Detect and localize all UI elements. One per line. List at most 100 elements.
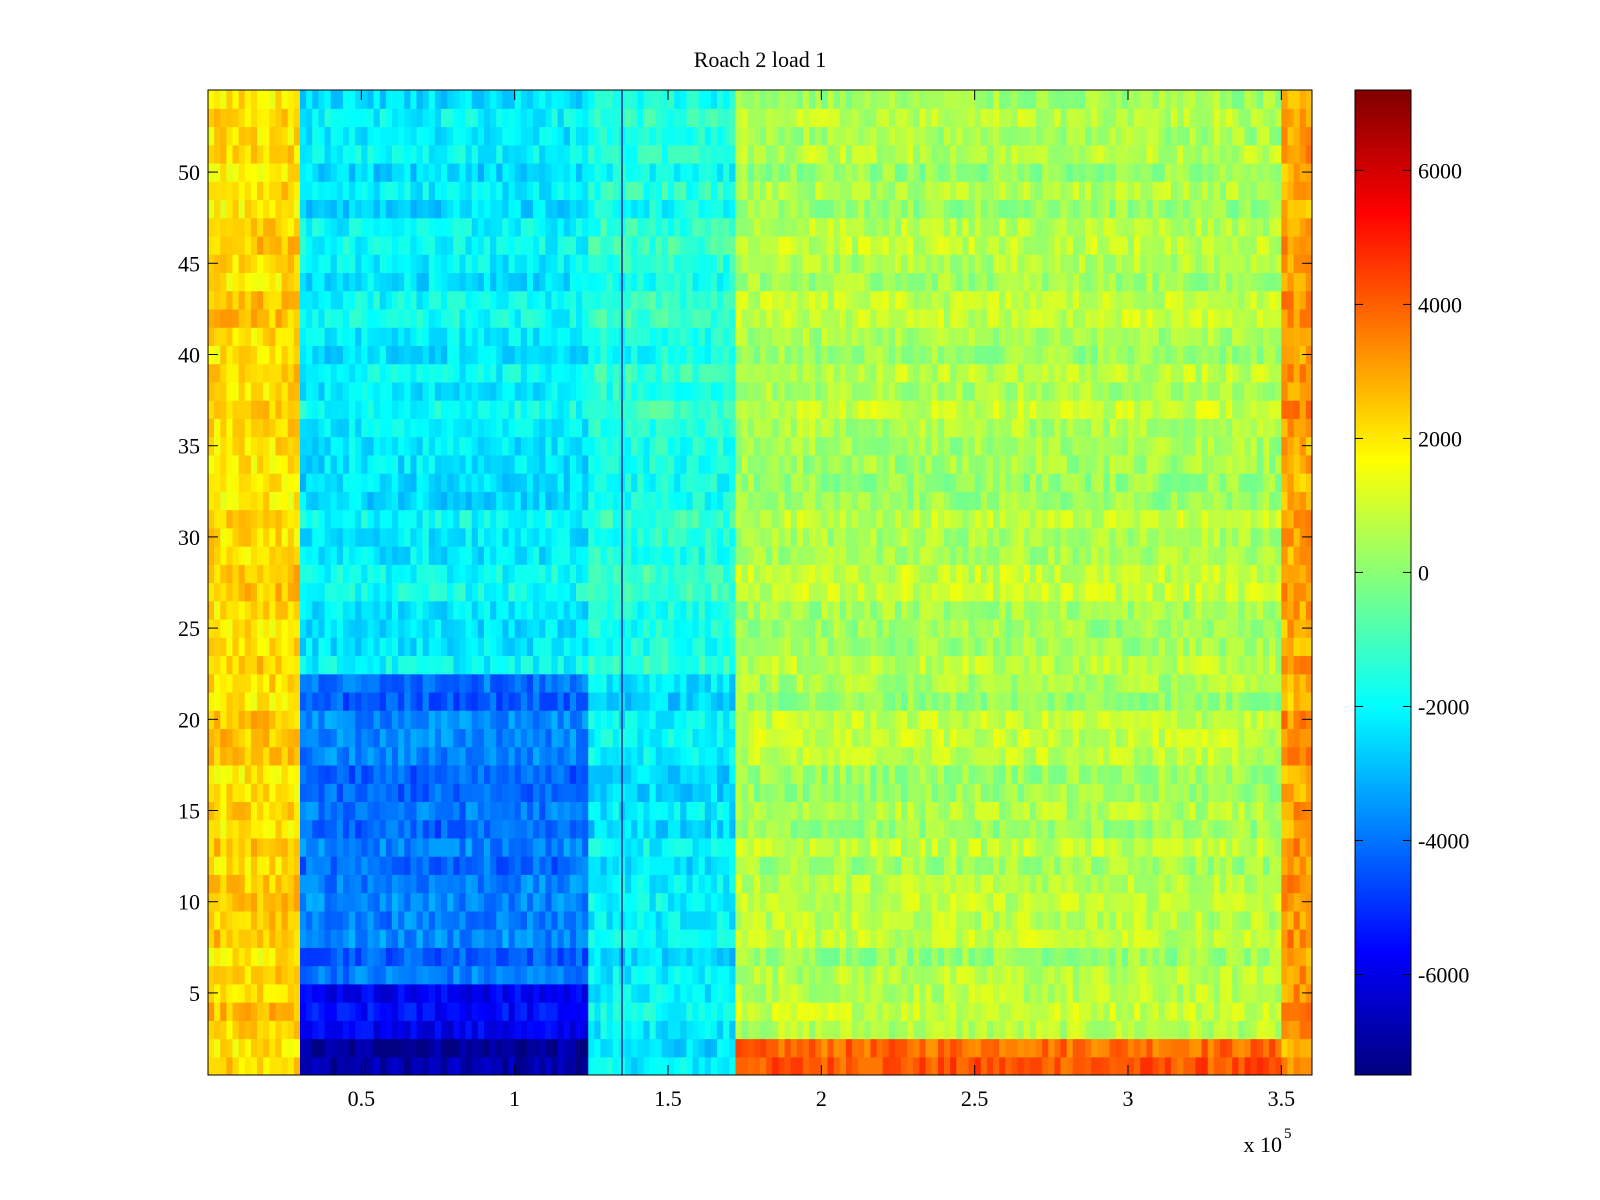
heatmap-cell — [563, 874, 571, 894]
heatmap-cell — [318, 710, 326, 730]
heatmap-cell — [796, 1002, 804, 1021]
heatmap-cell — [974, 582, 982, 602]
heatmap-cell — [1287, 819, 1295, 839]
heatmap-cell — [796, 746, 804, 766]
heatmap-cell — [287, 564, 295, 584]
heatmap-cell — [870, 600, 878, 620]
heatmap-cell — [974, 1056, 982, 1075]
heatmap-cell — [600, 965, 608, 985]
heatmap-cell — [612, 929, 620, 948]
heatmap-cell — [563, 673, 571, 693]
heatmap-cell — [422, 673, 430, 693]
heatmap-cell — [1269, 746, 1276, 766]
heatmap-cell — [1091, 728, 1098, 748]
heatmap-cell — [919, 874, 927, 894]
heatmap-cell — [796, 1038, 804, 1058]
heatmap-cell — [747, 1020, 755, 1040]
heatmap-cell — [1152, 856, 1160, 875]
heatmap-cell — [342, 710, 350, 730]
heatmap-cell — [275, 582, 283, 602]
heatmap-cell — [784, 892, 792, 912]
heatmap-cell — [1085, 728, 1092, 748]
heatmap-cell — [839, 983, 847, 1003]
heatmap-cell — [410, 618, 418, 638]
heatmap-cell — [901, 837, 908, 857]
heatmap-cell — [1048, 910, 1055, 930]
heatmap-cell — [330, 801, 338, 821]
heatmap-cell — [1066, 929, 1074, 948]
heatmap-cell — [710, 618, 718, 638]
heatmap-cell — [741, 856, 749, 875]
heatmap-cell — [208, 637, 215, 657]
heatmap-cell — [809, 637, 816, 657]
heatmap-cell — [790, 637, 798, 657]
heatmap-cell — [582, 837, 589, 857]
heatmap-cell — [753, 837, 761, 857]
heatmap-cell — [944, 564, 951, 584]
heatmap-cell — [1238, 746, 1246, 766]
heatmap-cell — [741, 673, 749, 693]
heatmap-cell — [655, 856, 663, 875]
heatmap-cell — [612, 728, 620, 748]
heatmap-cell — [784, 837, 792, 857]
heatmap-cell — [1128, 764, 1135, 784]
heatmap-cell — [1078, 856, 1086, 875]
heatmap-cell — [901, 892, 908, 912]
heatmap-cell — [1121, 582, 1129, 602]
heatmap-cell — [852, 600, 859, 620]
heatmap-cell — [698, 618, 706, 638]
heatmap-cell — [459, 874, 467, 894]
heatmap-cell — [300, 801, 307, 821]
heatmap-cell — [582, 819, 589, 839]
heatmap-cell — [379, 983, 387, 1003]
heatmap-cell — [263, 618, 270, 638]
heatmap-cell — [355, 600, 362, 620]
heatmap-cell — [1048, 655, 1055, 675]
heatmap-cell — [232, 947, 240, 967]
heatmap-cell — [710, 783, 718, 802]
heatmap-cell — [1146, 655, 1154, 675]
heatmap-cell — [717, 819, 724, 839]
heatmap-cell — [355, 691, 362, 711]
heatmap-cell — [1269, 637, 1276, 657]
heatmap-cell — [208, 910, 215, 930]
heatmap-cell — [735, 965, 743, 985]
heatmap-cell — [802, 600, 810, 620]
heatmap-cell — [1207, 983, 1215, 1003]
heatmap-cell — [1109, 965, 1117, 985]
heatmap-cell — [772, 965, 779, 985]
heatmap-cell — [717, 728, 724, 748]
heatmap-cell — [962, 983, 970, 1003]
heatmap-cell — [1189, 965, 1197, 985]
heatmap-cell — [894, 910, 902, 930]
heatmap-cell — [815, 910, 822, 930]
heatmap-cell — [760, 1056, 767, 1075]
heatmap-cell — [704, 1020, 712, 1040]
heatmap-cell — [1305, 1020, 1312, 1040]
heatmap-cell — [1060, 783, 1068, 802]
heatmap-cell — [1152, 746, 1160, 766]
heatmap-cell — [373, 1020, 381, 1040]
heatmap-cell — [858, 1002, 865, 1021]
heatmap-cell — [1005, 856, 1013, 875]
heatmap-cell — [582, 637, 589, 657]
heatmap-cell — [1078, 710, 1086, 730]
heatmap-cell — [950, 819, 957, 839]
heatmap-cell — [434, 801, 442, 821]
heatmap-cell — [398, 1056, 405, 1075]
heatmap-cell — [1232, 1038, 1239, 1058]
heatmap-cell — [1195, 856, 1203, 875]
heatmap-cell — [300, 564, 307, 584]
heatmap-cell — [1269, 1020, 1276, 1040]
heatmap-cell — [888, 710, 896, 730]
heatmap-cell — [1085, 819, 1092, 839]
heatmap-cell — [692, 655, 700, 675]
heatmap-cell — [1195, 710, 1203, 730]
heatmap-cell — [753, 655, 761, 675]
heatmap-cell — [1152, 910, 1160, 930]
heatmap-cell — [704, 600, 712, 620]
heatmap-cell — [1207, 618, 1215, 638]
heatmap-cell — [845, 929, 853, 948]
heatmap-cell — [238, 856, 246, 875]
heatmap-cell — [477, 929, 485, 948]
